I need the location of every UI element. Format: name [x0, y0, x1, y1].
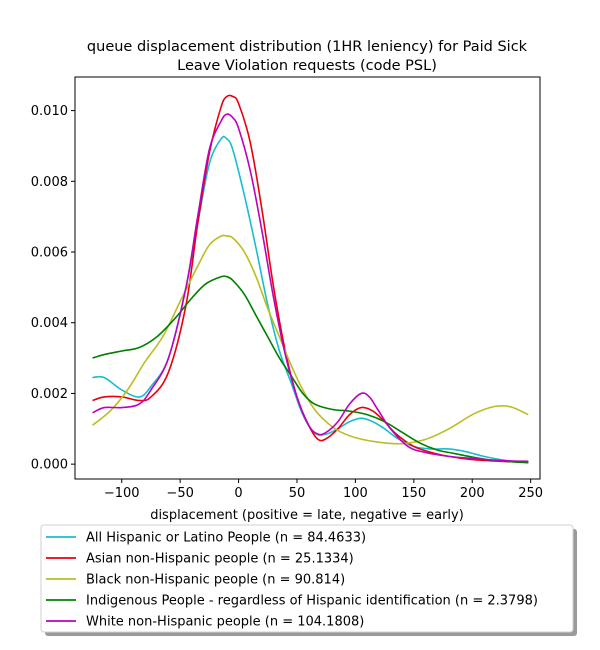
y-axis: 0.000 0.002 0.004 0.006 0.008 0.010 [31, 104, 75, 473]
series-line-white [92, 113, 529, 463]
y-tick-label: 0.006 [31, 246, 68, 261]
legend-label-asian: Asian non-Hispanic people (n = 25.1334) [86, 552, 354, 567]
legend-box [40, 524, 574, 633]
y-tick-label: 0.000 [31, 458, 68, 473]
x-tick-label: 0 [234, 486, 242, 501]
legend: All Hispanic or Latino People (n = 84.46… [40, 524, 577, 636]
x-axis: −100 −50 0 50 100 150 200 250 [104, 479, 543, 501]
y-tick-label: 0.004 [31, 316, 68, 331]
x-tick-label: 150 [401, 486, 426, 501]
legend-label-hispanic-latino: All Hispanic or Latino People (n = 84.46… [86, 531, 366, 546]
x-tick-label: 50 [289, 486, 306, 501]
x-tick-label: 250 [518, 486, 543, 501]
y-tick-label: 0.008 [31, 175, 68, 190]
legend-label-indigenous: Indigenous People - regardless of Hispan… [86, 594, 538, 609]
x-tick-label: 100 [343, 486, 368, 501]
y-tick-label: 0.010 [31, 104, 68, 119]
series-line-indigenous [92, 275, 529, 464]
x-tick-label: 200 [460, 486, 485, 501]
x-tick-label: −100 [104, 486, 140, 501]
chart-title-line-2: Leave Violation requests (code PSL) [177, 58, 437, 74]
series-line-black [92, 234, 529, 445]
x-tick-label: −50 [166, 486, 193, 501]
series-layer [92, 94, 529, 464]
series-line-asian [92, 94, 529, 464]
series-line-hispanic-latino [92, 135, 529, 463]
x-axis-label: displacement (positive = late, negative … [150, 508, 464, 523]
y-tick-label: 0.002 [31, 387, 68, 402]
legend-label-white: White non-Hispanic people (n = 104.1808) [86, 615, 364, 630]
legend-label-black: Black non-Hispanic people (n = 90.814) [86, 573, 345, 588]
plot-frame [74, 76, 541, 480]
chart-title-line-1: queue displacement distribution (1HR len… [87, 39, 528, 55]
